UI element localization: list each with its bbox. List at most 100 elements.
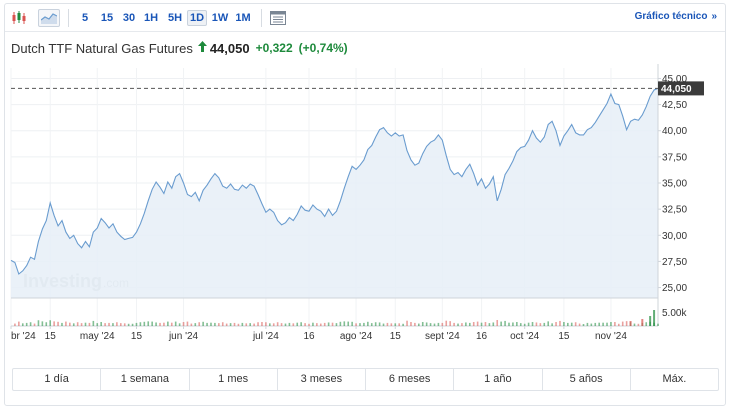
volume-bar	[476, 321, 479, 326]
volume-bar	[421, 322, 424, 326]
x-tick-label: 15	[45, 331, 57, 342]
table-view-icon[interactable]	[267, 9, 289, 27]
volume-bar	[155, 322, 157, 326]
volume-bar	[629, 321, 632, 326]
range-6-months[interactable]: 6 meses	[366, 369, 455, 390]
double-chevron-right-icon: »	[711, 11, 717, 22]
volume-bar	[198, 322, 201, 326]
volume-bar	[492, 322, 495, 326]
volume-bar	[363, 322, 365, 326]
area-chart-icon[interactable]	[38, 9, 60, 27]
period-1d[interactable]: 1D	[187, 10, 207, 26]
volume-bar	[88, 322, 91, 326]
volume-bar	[551, 323, 553, 326]
volume-bar	[18, 321, 20, 326]
volume-bar	[206, 322, 208, 326]
range-1-week[interactable]: 1 semana	[101, 369, 190, 390]
period-5[interactable]: 5	[81, 12, 89, 24]
volume-bar	[641, 319, 644, 326]
volume-bar	[174, 321, 177, 326]
volume-bar	[72, 323, 75, 326]
volume-bar	[304, 323, 306, 326]
volume-bar	[65, 321, 67, 326]
price-change: +0,322	[255, 41, 293, 55]
volume-bar	[159, 322, 161, 326]
volume-bar	[53, 321, 55, 326]
x-tick-label: 15	[558, 331, 570, 342]
volume-bar	[276, 322, 279, 326]
volume-bar	[100, 322, 102, 326]
volume-bar	[45, 322, 48, 326]
volume-bar	[284, 323, 287, 326]
volume-bar	[269, 323, 271, 326]
volume-bar	[143, 321, 146, 326]
volume-bar	[116, 322, 118, 326]
range-1-month[interactable]: 1 mes	[190, 369, 278, 390]
volume-bar	[127, 323, 130, 326]
volume-bar	[292, 323, 295, 326]
volume-bar	[531, 322, 534, 326]
volume-bar	[323, 322, 326, 326]
volume-bar	[410, 322, 412, 326]
volume-bar	[649, 316, 652, 326]
time-range-selector: 1 día 1 semana 1 mes 3 meses 6 meses 1 a…	[12, 368, 719, 391]
volume-bar	[237, 323, 240, 326]
technical-chart-label: Gráfico técnico	[634, 11, 708, 22]
volume-bar	[359, 323, 361, 326]
volume-bar	[598, 322, 600, 326]
volume-bar	[80, 323, 83, 326]
range-1-year[interactable]: 1 año	[454, 369, 543, 390]
volume-bar	[645, 322, 648, 326]
y-tick-label: 27,50	[662, 257, 687, 268]
volume-bar	[296, 322, 299, 326]
volume-bar	[280, 323, 283, 326]
range-max[interactable]: Máx.	[662, 373, 687, 385]
volume-bar	[355, 323, 357, 326]
range-1-day[interactable]: 1 día	[13, 369, 102, 390]
period-5h[interactable]: 5H	[167, 12, 183, 24]
y-tick-label: 35,00	[662, 179, 687, 190]
volume-bar	[570, 322, 573, 326]
volume-bar	[657, 323, 659, 326]
volume-bar	[472, 322, 475, 326]
range-3-months[interactable]: 3 meses	[278, 369, 366, 390]
x-tick-label: jun '24	[168, 331, 199, 342]
volume-bar	[221, 322, 224, 326]
period-1w[interactable]: 1W	[211, 12, 229, 24]
volume-bar	[433, 323, 436, 326]
volume-bar	[151, 321, 153, 326]
volume-bar	[378, 322, 381, 326]
volume-bar	[429, 323, 432, 326]
price-area	[11, 88, 658, 299]
volume-bar	[563, 322, 565, 326]
volume-bar	[257, 322, 259, 326]
volume-bar	[457, 323, 459, 326]
volume-bar	[610, 322, 612, 326]
volume-bar	[504, 320, 506, 326]
volume-bar	[547, 321, 550, 326]
volume-bar	[398, 323, 400, 326]
candlestick-chart-icon[interactable]	[8, 9, 30, 27]
volume-bar	[186, 321, 189, 326]
technical-chart-link[interactable]: Gráfico técnico»	[635, 11, 717, 22]
volume-bar	[614, 322, 616, 326]
period-1m[interactable]: 1M	[235, 12, 251, 24]
period-30[interactable]: 30	[122, 12, 136, 24]
price-chart[interactable]: Investing.com45,0042,5040,0037,5035,0032…	[5, 4, 725, 364]
volume-bar	[465, 322, 467, 326]
volume-bar	[308, 323, 310, 326]
volume-bar	[617, 323, 620, 326]
instrument-name: Dutch TTF Natural Gas Futures	[11, 40, 193, 56]
volume-bar	[135, 322, 138, 326]
volume-bar	[233, 322, 236, 326]
period-1h[interactable]: 1H	[143, 12, 159, 24]
volume-bar	[300, 322, 302, 326]
volume-bar	[468, 322, 471, 326]
volume-bar	[41, 321, 44, 326]
volume-bar	[14, 323, 16, 326]
last-price-label: 44,050	[661, 84, 692, 95]
volume-bar	[76, 322, 79, 326]
period-15[interactable]: 15	[100, 12, 114, 24]
price-series-line	[10, 87, 659, 275]
range-5-years[interactable]: 5 años	[543, 369, 631, 390]
